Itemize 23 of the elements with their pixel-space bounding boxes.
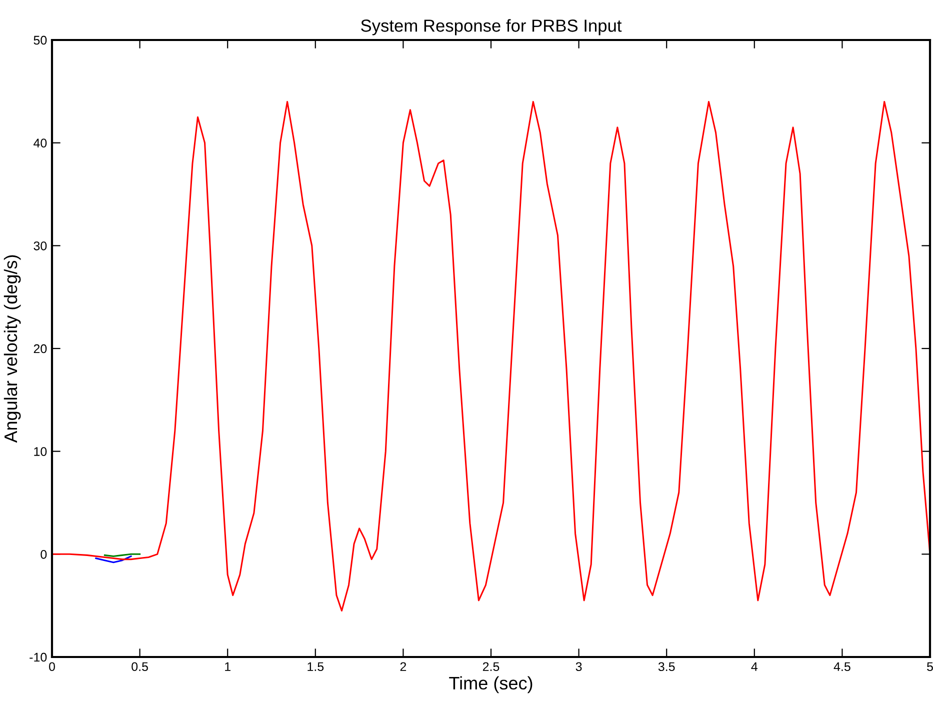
x-tick-label: 2.5 bbox=[482, 662, 500, 672]
x-tick-label: 2 bbox=[400, 662, 406, 671]
x-tick-label: 1 bbox=[225, 662, 230, 671]
line-series bbox=[52, 100, 930, 612]
line-series bbox=[95, 555, 132, 564]
x-tick-label: 0 bbox=[49, 662, 55, 672]
y-tick-label: 0 bbox=[40, 550, 47, 559]
y-tick-label: 30 bbox=[34, 241, 47, 250]
chart-title: System Response for PRBS Input bbox=[361, 19, 622, 36]
x-tick-label: 3 bbox=[576, 662, 582, 672]
x-tick-label: 5 bbox=[927, 662, 933, 672]
y-tick-label: 40 bbox=[34, 138, 47, 148]
x-tick-label: 4 bbox=[751, 662, 758, 671]
x-tick-label: 1.5 bbox=[308, 662, 324, 672]
x-tick-label: 0.5 bbox=[132, 662, 148, 672]
x-tick-label: 3.5 bbox=[658, 662, 675, 672]
y-tick-label: 10 bbox=[34, 447, 47, 456]
x-axis-title: Time (sec) bbox=[449, 676, 532, 694]
y-tick-label: -10 bbox=[30, 652, 47, 662]
y-tick-label: 20 bbox=[34, 344, 47, 354]
y-axis-title: Angular velocity (deg/s) bbox=[4, 255, 21, 443]
x-tick-label: 4.5 bbox=[834, 662, 850, 672]
y-tick-label: 50 bbox=[34, 36, 47, 45]
